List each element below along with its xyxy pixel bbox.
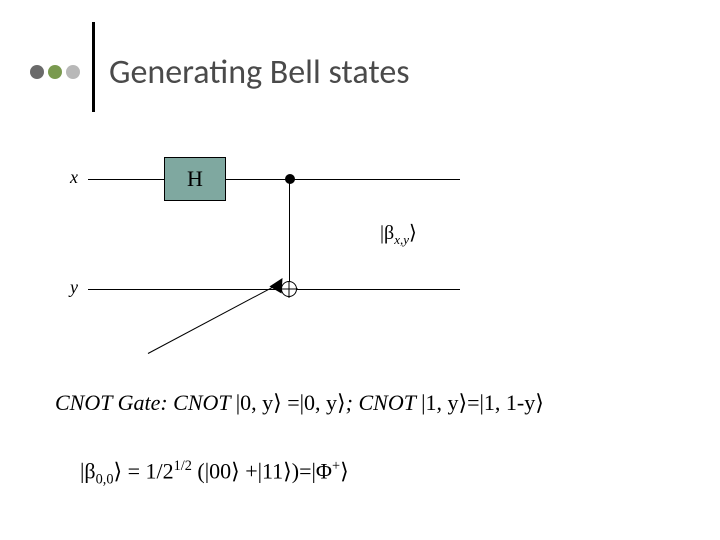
wire-segment [226,179,460,180]
annotation-arrow [148,284,279,354]
bell-circuit-diagram: x H y |βx,y⟩ [70,165,510,315]
decor-dot [30,65,44,79]
decor-dot [48,65,62,79]
slide-title: Generating Bell states [109,52,410,93]
qubit-x-label: x [70,167,78,188]
cnot-connector [289,179,290,289]
wire-segment [88,179,164,180]
qubit-y-label: y [70,277,78,298]
cnot-control-dot [285,174,295,184]
cnot-definition-text: CNOT Gate: CNOT |0, y⟩ =|0, y⟩; CNOT |1,… [55,390,544,416]
title-divider [92,22,95,112]
slide-title-row: Generating Bell states [30,32,410,112]
bell-state-formula: |β0,0⟩ = 1/21/2 (|00⟩ +|11⟩)=|Φ+⟩ [80,458,349,489]
bell-state-output-label: |βx,y⟩ [380,220,417,248]
title-decor-dots [30,65,80,79]
decor-dot [66,65,80,79]
hadamard-gate: H [164,157,226,201]
